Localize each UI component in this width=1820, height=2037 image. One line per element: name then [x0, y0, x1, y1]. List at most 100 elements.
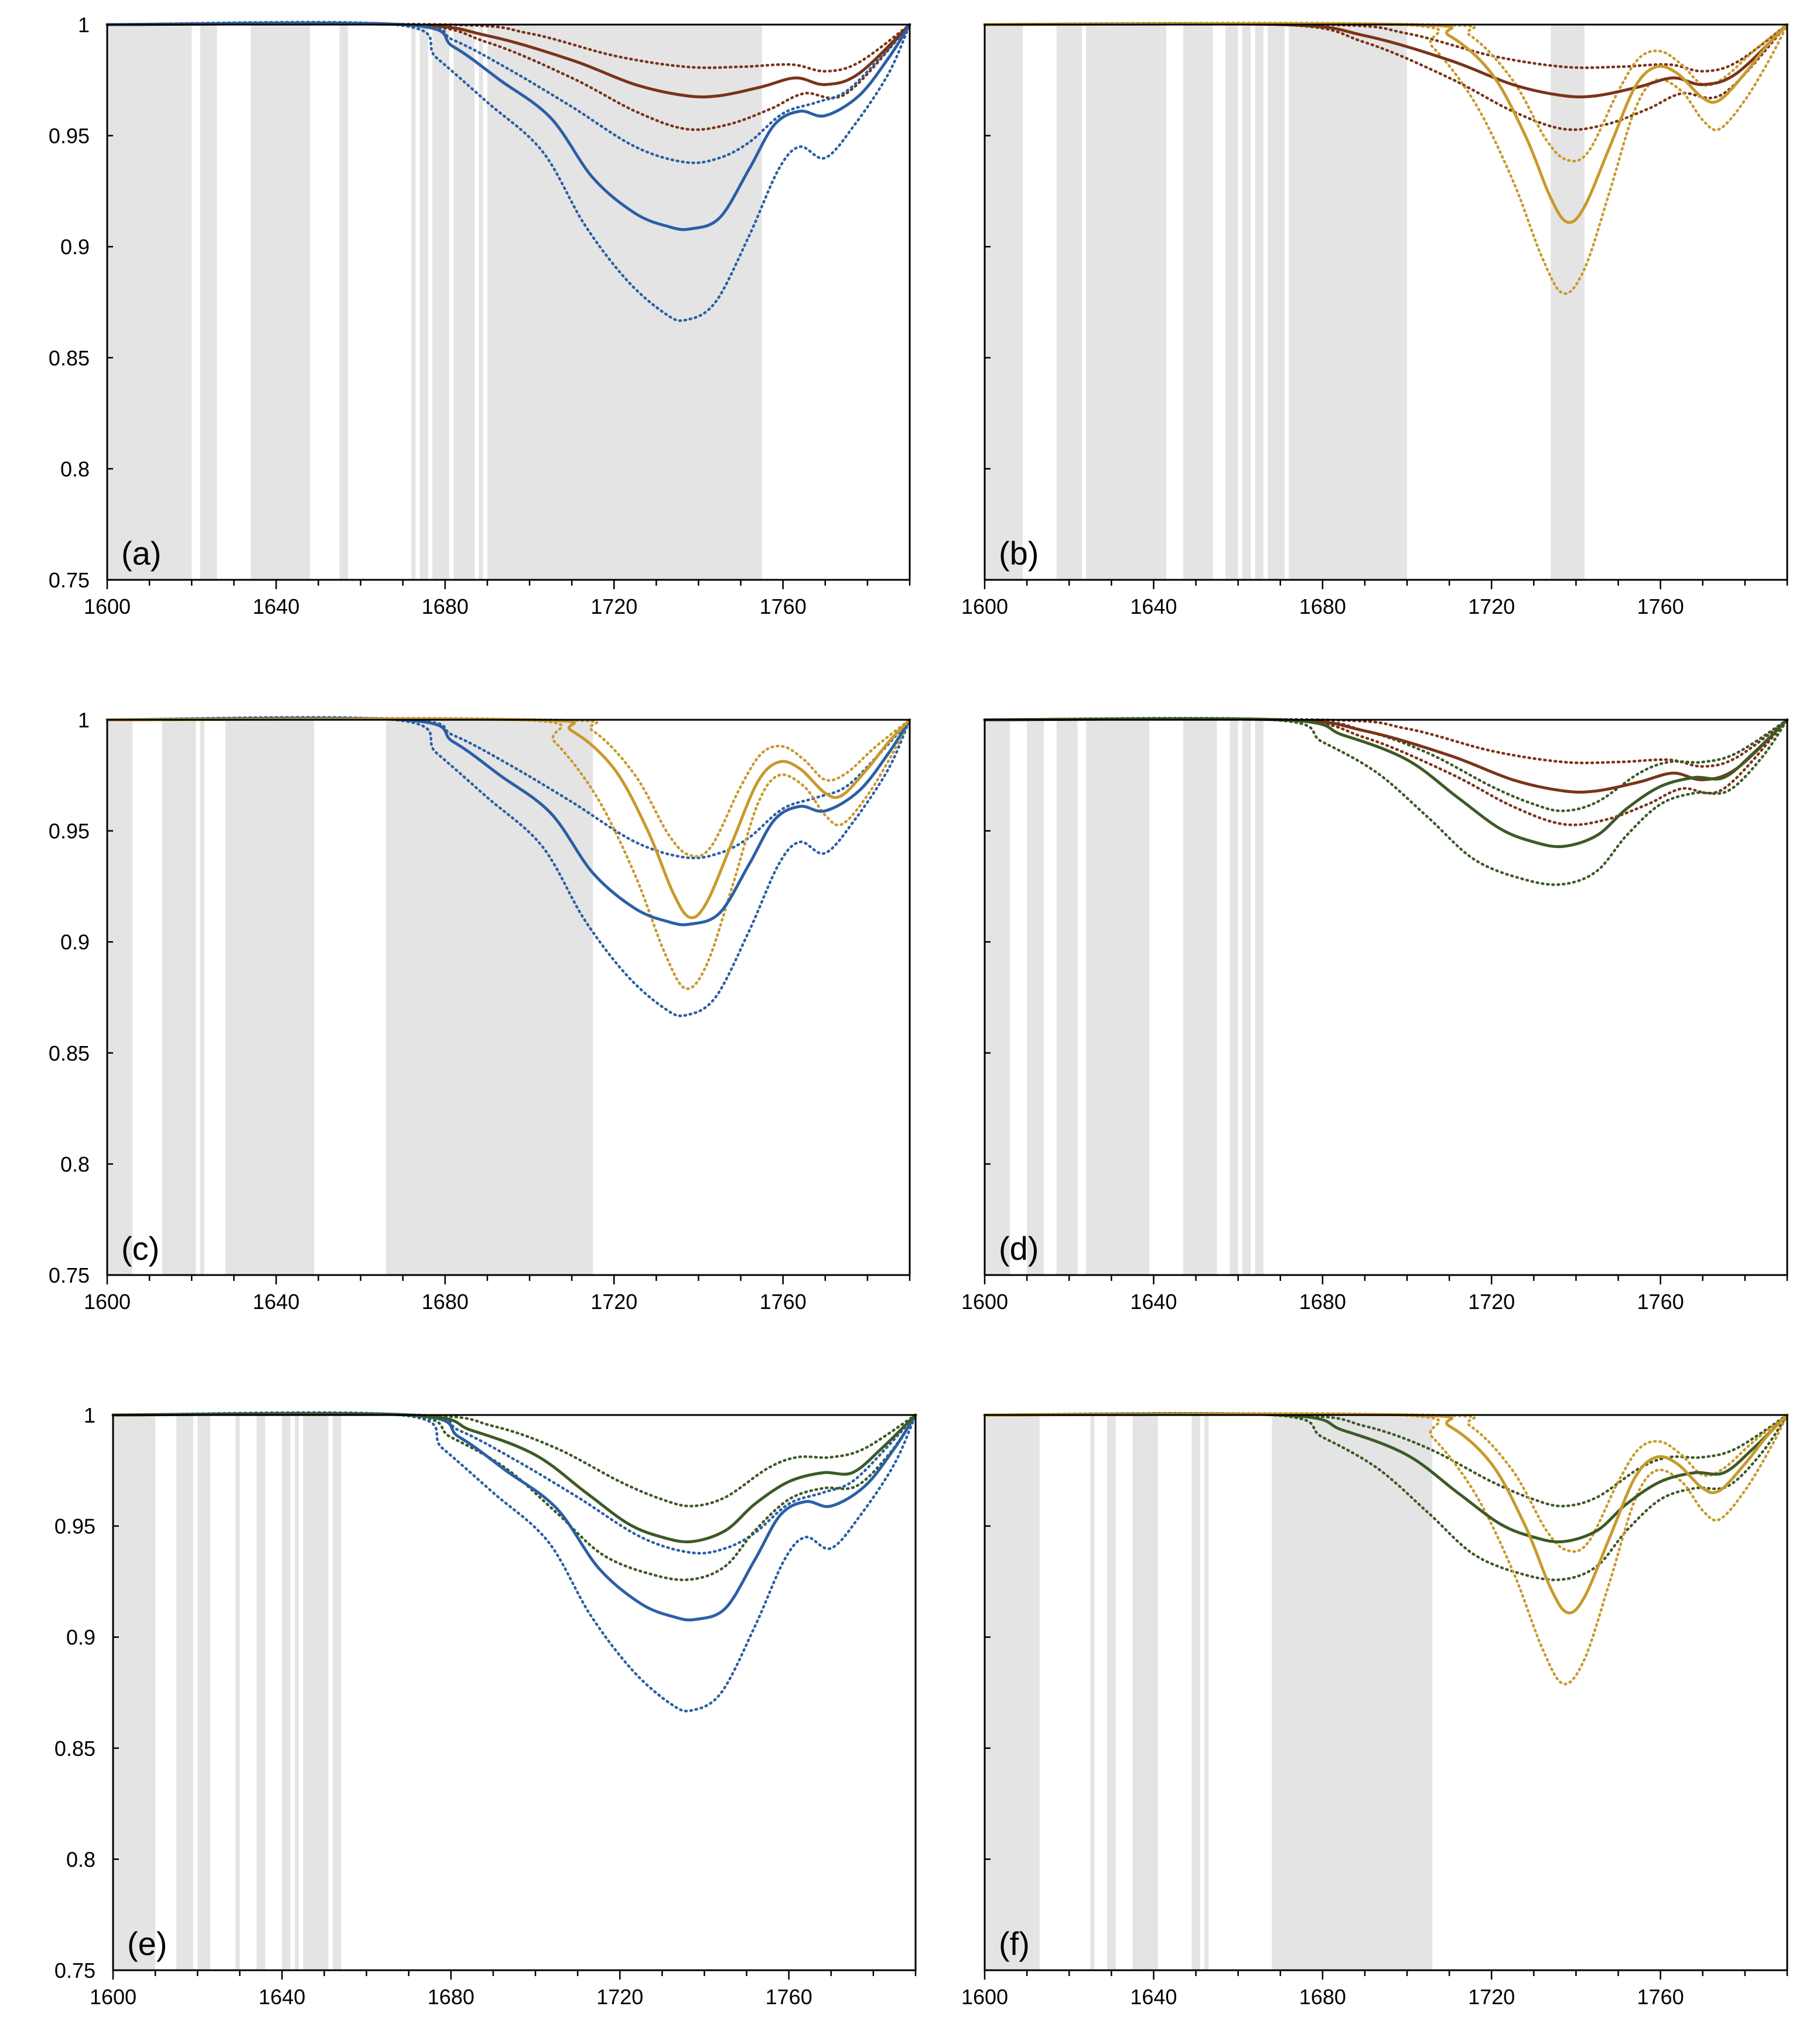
shaded-region [1242, 720, 1251, 1275]
series-green-upper-bound [111, 1413, 917, 1508]
shaded-region [339, 25, 348, 580]
shaded-region [385, 720, 593, 1275]
series-green-upper-bound [983, 1413, 1789, 1508]
chart-panel-2: 1600 1640 1680 1720 1760 (b) [961, 21, 1789, 618]
shaded-region [411, 25, 416, 580]
shaded-region [113, 1415, 156, 1970]
shaded-region [1230, 720, 1238, 1275]
shaded-region [1086, 25, 1167, 580]
plot-frame [984, 1414, 1788, 1971]
panel-label: (b) [999, 535, 1039, 572]
series-gold-mean-line [983, 22, 1789, 224]
y-tick-label: 0.75 [54, 1959, 95, 1983]
shaded-region [200, 720, 204, 1275]
shaded-region [332, 1415, 342, 1970]
y-tick-label: 0.75 [49, 568, 90, 592]
y-tick-label: 1 [84, 1403, 95, 1427]
shaded-region [1056, 720, 1078, 1275]
shaded-region [1183, 720, 1217, 1275]
x-tick-label: 1720 [590, 594, 637, 618]
x-tick-label: 1600 [961, 594, 1008, 618]
x-tick-label: 1720 [590, 1290, 637, 1314]
x-tick-label: 1720 [596, 1985, 643, 2009]
series-blue-lower-bound [111, 1411, 917, 1713]
chart-panel-5: 1600 1640 1680 1720 1760 0.75 0.8 0.85 0.9 0.95 1 (… [54, 1403, 917, 2009]
shaded-region [985, 25, 1023, 580]
y-tick-label: 0.85 [49, 1041, 90, 1065]
y-tick-label: 0.8 [60, 1152, 90, 1176]
shaded-region [479, 25, 483, 580]
plot-frame [984, 719, 1788, 1276]
shaded-region [200, 25, 217, 580]
x-tick-label: 1680 [428, 1985, 474, 2009]
shaded-region [1086, 720, 1150, 1275]
x-tick-label: 1760 [1637, 594, 1684, 618]
shaded-region [257, 1415, 265, 1970]
x-tick-label: 1640 [252, 1290, 299, 1314]
y-tick-label: 0.9 [60, 930, 90, 954]
y-tick-label: 0.8 [60, 457, 90, 481]
x-tick-label: 1680 [1299, 1290, 1346, 1314]
x-tick-label: 1600 [84, 1290, 131, 1314]
shaded-region [419, 25, 428, 580]
x-tick-label: 1760 [760, 1290, 807, 1314]
shaded-region [1191, 1415, 1200, 1970]
series-green-lower-bound [983, 716, 1789, 886]
x-tick-label: 1600 [84, 594, 131, 618]
x-tick-label: 1640 [1130, 1290, 1177, 1314]
x-tick-label: 1640 [1130, 594, 1177, 618]
shaded-region [985, 1415, 1040, 1970]
shaded-region [453, 25, 475, 580]
x-tick-label: 1600 [961, 1290, 1008, 1314]
shaded-region [176, 1415, 193, 1970]
series-gold-lower-bound [983, 21, 1789, 295]
plot-frame [106, 719, 911, 1276]
chart-panel-1: 1600 1640 1680 1720 1760 0.75 0.8 0.85 0.9 0.95 1 (… [49, 13, 911, 618]
panel-label: (d) [999, 1230, 1039, 1267]
panel-label: (a) [121, 535, 161, 572]
y-tick-label: 0.95 [49, 819, 90, 843]
x-tick-label: 1680 [1299, 1985, 1346, 2009]
shaded-region [162, 720, 196, 1275]
series-gold-mean-line [983, 1413, 1789, 1615]
y-tick-label: 0.85 [49, 346, 90, 370]
series-green-mean-line [983, 717, 1789, 849]
series-green-mean-line [111, 1412, 917, 1544]
series-brown-lower-bound [983, 22, 1789, 131]
series-brown-lower-bound [105, 22, 911, 131]
shaded-region [1242, 25, 1251, 580]
shaded-region [1027, 720, 1044, 1275]
shaded-region [432, 25, 450, 580]
shaded-region [1090, 1415, 1095, 1970]
shaded-region [107, 720, 133, 1275]
shaded-region [1289, 25, 1408, 580]
y-tick-label: 1 [78, 13, 90, 37]
x-tick-label: 1720 [1468, 1290, 1515, 1314]
x-tick-label: 1640 [258, 1985, 305, 2009]
panel-label: (c) [121, 1230, 159, 1267]
series-gold-lower-bound [983, 1411, 1789, 1686]
y-tick-label: 0.85 [54, 1737, 95, 1761]
shaded-region [1183, 25, 1213, 580]
shaded-region [1272, 1415, 1433, 1970]
shaded-region [985, 720, 1010, 1275]
panel-label: (e) [127, 1925, 167, 1962]
x-tick-label: 1720 [1468, 594, 1515, 618]
shaded-region [487, 25, 762, 580]
chart-panel-6: 1600 1640 1680 1720 1760 (f) [961, 1411, 1789, 2009]
series-blue-lower-bound [105, 20, 911, 322]
shaded-region [107, 25, 192, 580]
x-tick-label: 1600 [90, 1985, 136, 2009]
x-tick-label: 1680 [422, 594, 469, 618]
series-gold-lower-bound [105, 716, 911, 990]
y-tick-label: 0.75 [49, 1263, 90, 1287]
shaded-region [235, 1415, 240, 1970]
x-tick-label: 1760 [1637, 1985, 1684, 2009]
x-tick-label: 1640 [252, 594, 299, 618]
shaded-region [197, 1415, 210, 1970]
plot-frame [112, 1414, 917, 1971]
shaded-region [282, 1415, 291, 1970]
shaded-region [1056, 25, 1082, 580]
series-brown-lower-bound [983, 717, 1789, 826]
